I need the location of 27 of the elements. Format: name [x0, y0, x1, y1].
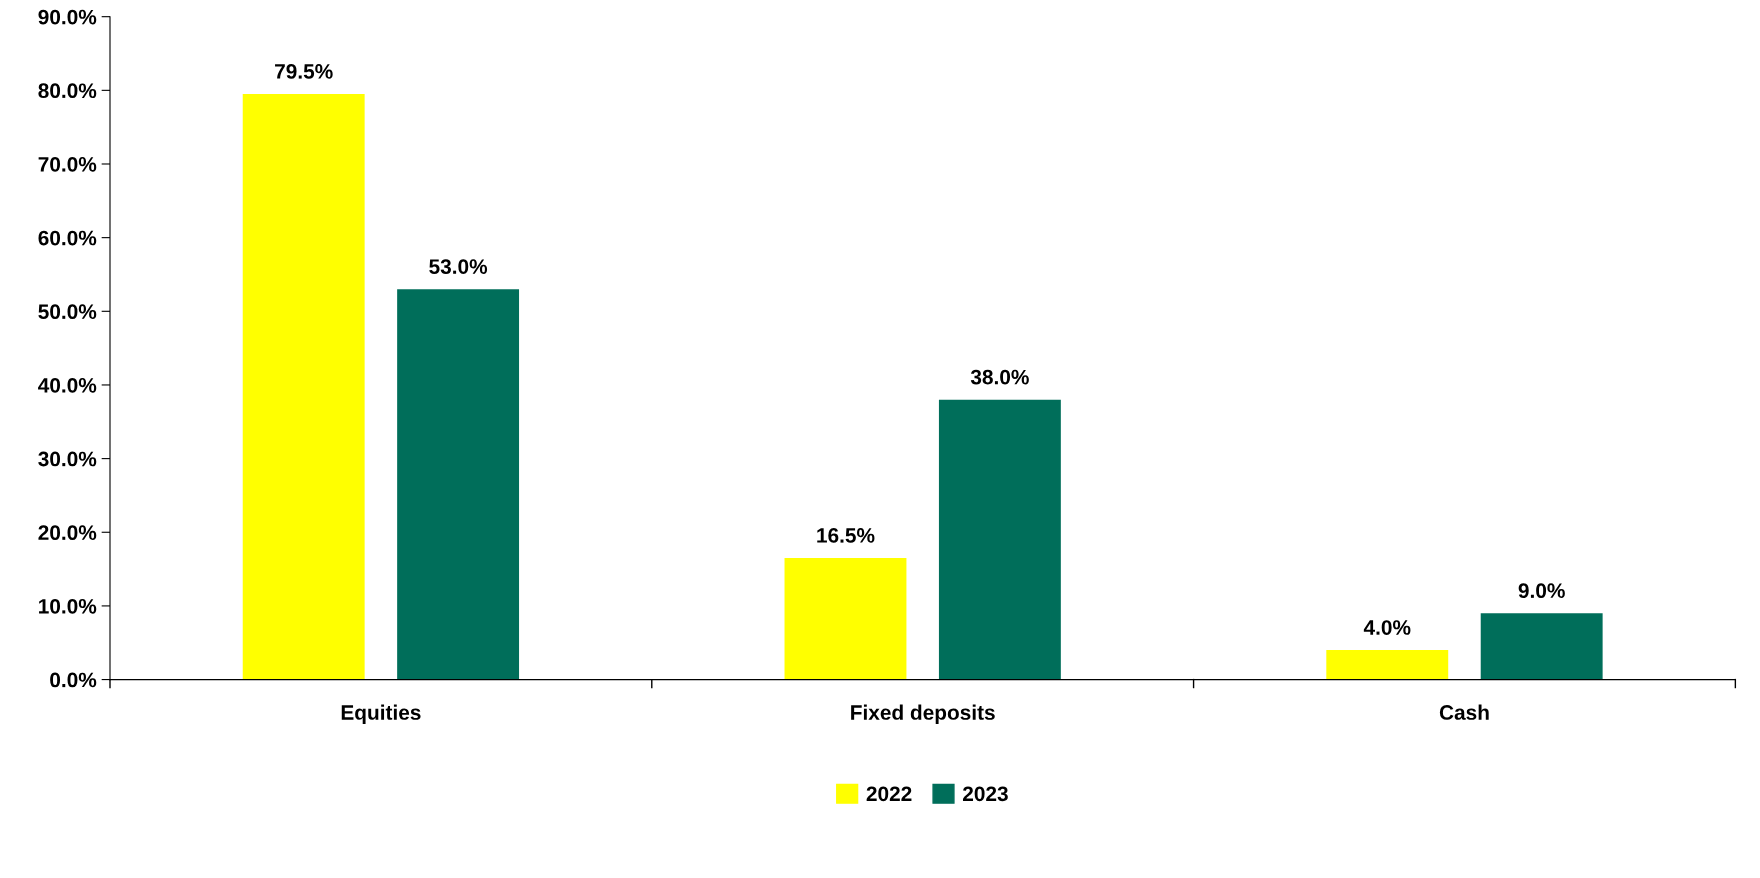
data-label: 53.0%	[429, 259, 488, 274]
data-label: 79.5%	[275, 64, 333, 79]
y-tick-label: 70.0%	[38, 156, 97, 172]
y-tick-label: 60.0%	[38, 230, 97, 246]
y-tick-label: 40.0%	[38, 377, 97, 393]
bar	[397, 289, 520, 680]
y-tick-label: 0.0%	[50, 672, 97, 688]
y-tick-label: 90.0%	[38, 9, 97, 25]
y-tick-label: 20.0%	[38, 525, 97, 541]
y-tick-label: 80.0%	[38, 83, 97, 99]
y-tick-label: 30.0%	[38, 451, 97, 467]
legend-label: 2022	[866, 786, 912, 802]
data-label: 4.0%	[1363, 620, 1411, 635]
bar	[1326, 650, 1449, 680]
bar	[1480, 613, 1603, 680]
bar	[242, 94, 365, 680]
data-label: 9.0%	[1518, 583, 1565, 599]
x-tick-label: Cash	[1439, 704, 1489, 720]
y-tick-label: 10.0%	[39, 598, 97, 614]
y-tick-label: 50.0%	[38, 304, 97, 320]
bar	[938, 399, 1061, 680]
data-label: 16.5%	[817, 528, 875, 543]
bar	[784, 558, 907, 680]
x-tick-label: Fixed deposits	[851, 704, 995, 724]
x-tick-label: Equities	[341, 704, 421, 724]
data-label: 38.0%	[970, 369, 1029, 385]
legend-label: 2023	[962, 786, 1008, 802]
